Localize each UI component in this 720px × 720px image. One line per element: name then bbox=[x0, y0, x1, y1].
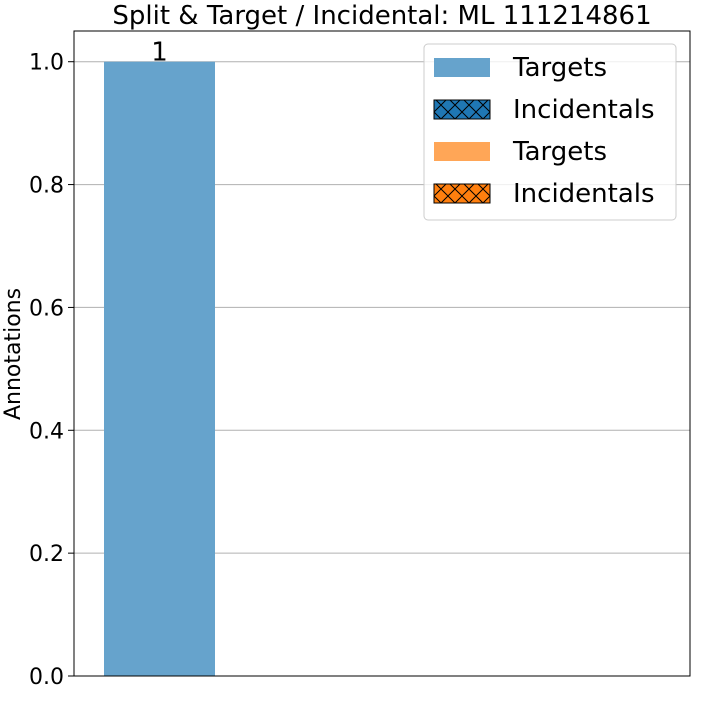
y-tick-label: 0.4 bbox=[29, 419, 64, 444]
bar bbox=[104, 61, 215, 676]
legend-swatch-hatch bbox=[434, 184, 490, 203]
y-axis-label: Annotations bbox=[1, 288, 26, 420]
legend-label: Targets bbox=[512, 137, 607, 167]
legend-swatch bbox=[434, 58, 490, 77]
bar-value-label: 1 bbox=[151, 38, 168, 68]
legend-swatch bbox=[434, 142, 490, 161]
y-tick-label: 0.8 bbox=[29, 174, 64, 199]
legend-label: Targets bbox=[512, 53, 607, 83]
bar-labels: 1 bbox=[151, 38, 168, 68]
legend-swatch-hatch bbox=[434, 100, 490, 119]
y-tick-label: 0.6 bbox=[29, 296, 64, 321]
y-tick-label: 0.0 bbox=[29, 665, 64, 690]
legend: Targets Incidentals Targets Incidentals bbox=[423, 43, 677, 221]
bars bbox=[104, 61, 215, 676]
legend-label: Incidentals bbox=[513, 179, 655, 209]
legend-label: Incidentals bbox=[513, 95, 655, 125]
y-tick-label: 0.2 bbox=[29, 542, 64, 567]
plot-frame bbox=[73, 30, 691, 677]
chart-title: Split & Target / Incidental: ML 11121486… bbox=[112, 1, 651, 31]
y-tick-label: 1.0 bbox=[29, 51, 64, 76]
y-ticks: 0.0 0.2 0.4 0.6 0.8 1.0 bbox=[29, 51, 74, 690]
legend-box bbox=[423, 43, 677, 221]
